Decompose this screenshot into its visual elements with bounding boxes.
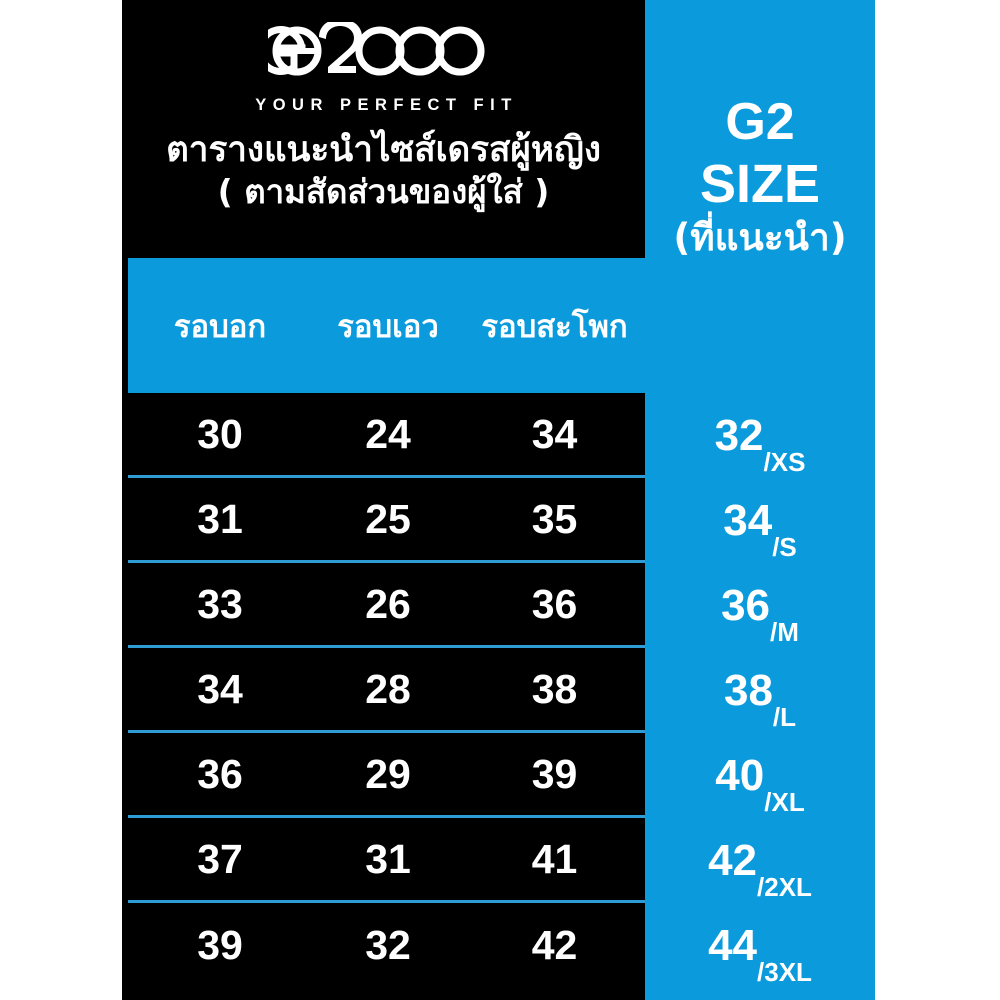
size-number: 42 [708,835,758,885]
table-row: 34 28 38 [128,648,645,733]
size-heading-recommended: (ที่แนะนำ) [673,216,847,260]
column-header-hip: รอบสะโพก [481,308,628,345]
cell-hip: 34 [531,410,578,457]
cell-bust: 30 [197,410,243,457]
cell-hip: 35 [531,495,578,542]
size-row: 42 /2XL [645,818,875,903]
cell-bust: 39 [197,922,243,968]
cell-waist: 29 [365,750,411,797]
cell-bust: 33 [197,580,243,627]
size-number: 38 [723,665,773,715]
page-title: ตารางแนะนำไซส์เดรสผู้หญิง ( ตามสัดส่วนขอ… [122,129,645,212]
size-label: /M [770,617,799,647]
size-heading-g2: G2 [725,93,795,151]
table-row: 37 31 41 [128,818,645,903]
size-row: 32 /XS [645,393,875,478]
size-label: /XS [763,447,806,477]
size-label: /XL [764,787,805,817]
brand-tagline: YOUR PERFECT FIT [255,96,518,114]
table-header-row: รอบอก รอบเอว รอบสะโพก [128,258,645,393]
cell-waist: 32 [365,922,411,968]
size-panel-heading: G2 SIZE (ที่แนะนำ) [645,96,875,261]
cell-bust: 37 [197,835,243,882]
size-number: 36 [721,580,771,630]
cell-waist: 26 [365,580,411,627]
cell-waist: 31 [365,835,411,882]
size-label: /L [772,702,797,732]
size-row: 40 /XL [645,733,875,818]
cell-hip: 42 [531,922,578,968]
g2000-wordmark-logo [267,22,484,76]
cell-waist: 25 [365,495,411,542]
size-row: 38 /L [645,648,875,733]
cell-bust: 31 [197,495,243,542]
page-title-line1: ตารางแนะนำไซส์เดรสผู้หญิง [166,130,601,170]
table-row: 31 25 35 [128,478,645,563]
column-header-bust: รอบอก [173,308,267,345]
size-number: 40 [715,750,765,800]
size-row: 34 /S [645,478,875,563]
measurements-panel: YOUR PERFECT FIT ตารางแนะนำไซส์เดรสผู้หญ… [122,0,645,1000]
cell-hip: 36 [531,580,578,627]
cell-bust: 34 [197,665,243,712]
table-row: 36 29 39 [128,733,645,818]
column-header-waist: รอบเอว [337,308,439,345]
cell-waist: 24 [365,410,411,457]
cell-bust: 36 [197,750,243,797]
measurements-rows: 30 24 34 31 25 35 33 26 36 34 28 38 36 2 [128,393,645,988]
size-heading-size: SIZE [699,154,821,214]
table-row: 33 26 36 [128,563,645,648]
size-label: /3XL [757,957,812,987]
page-title-line2: ( ตามสัดส่วนของผู้ใส่ ) [217,171,550,211]
size-number: 34 [723,495,773,545]
cell-waist: 28 [365,665,411,712]
brand-logo [122,22,645,94]
size-panel: G2 SIZE (ที่แนะนำ) 32 /XS 34 /S 36 /M 38… [645,0,875,1000]
table-row: 39 32 42 [128,903,645,988]
size-rows: 32 /XS 34 /S 36 /M 38 /L 40 /XL 42 /2XL [645,393,875,988]
size-row: 36 /M [645,563,875,648]
size-row: 44 /3XL [645,903,875,988]
size-label: /2XL [757,872,812,902]
cell-hip: 41 [531,835,578,882]
size-label: /S [772,532,797,562]
cell-hip: 38 [531,665,578,712]
cell-hip: 39 [531,750,578,797]
size-number: 32 [714,410,764,460]
brand-header: YOUR PERFECT FIT ตารางแนะนำไซส์เดรสผู้หญ… [122,0,645,258]
table-row: 30 24 34 [128,393,645,478]
size-number: 44 [708,920,758,970]
